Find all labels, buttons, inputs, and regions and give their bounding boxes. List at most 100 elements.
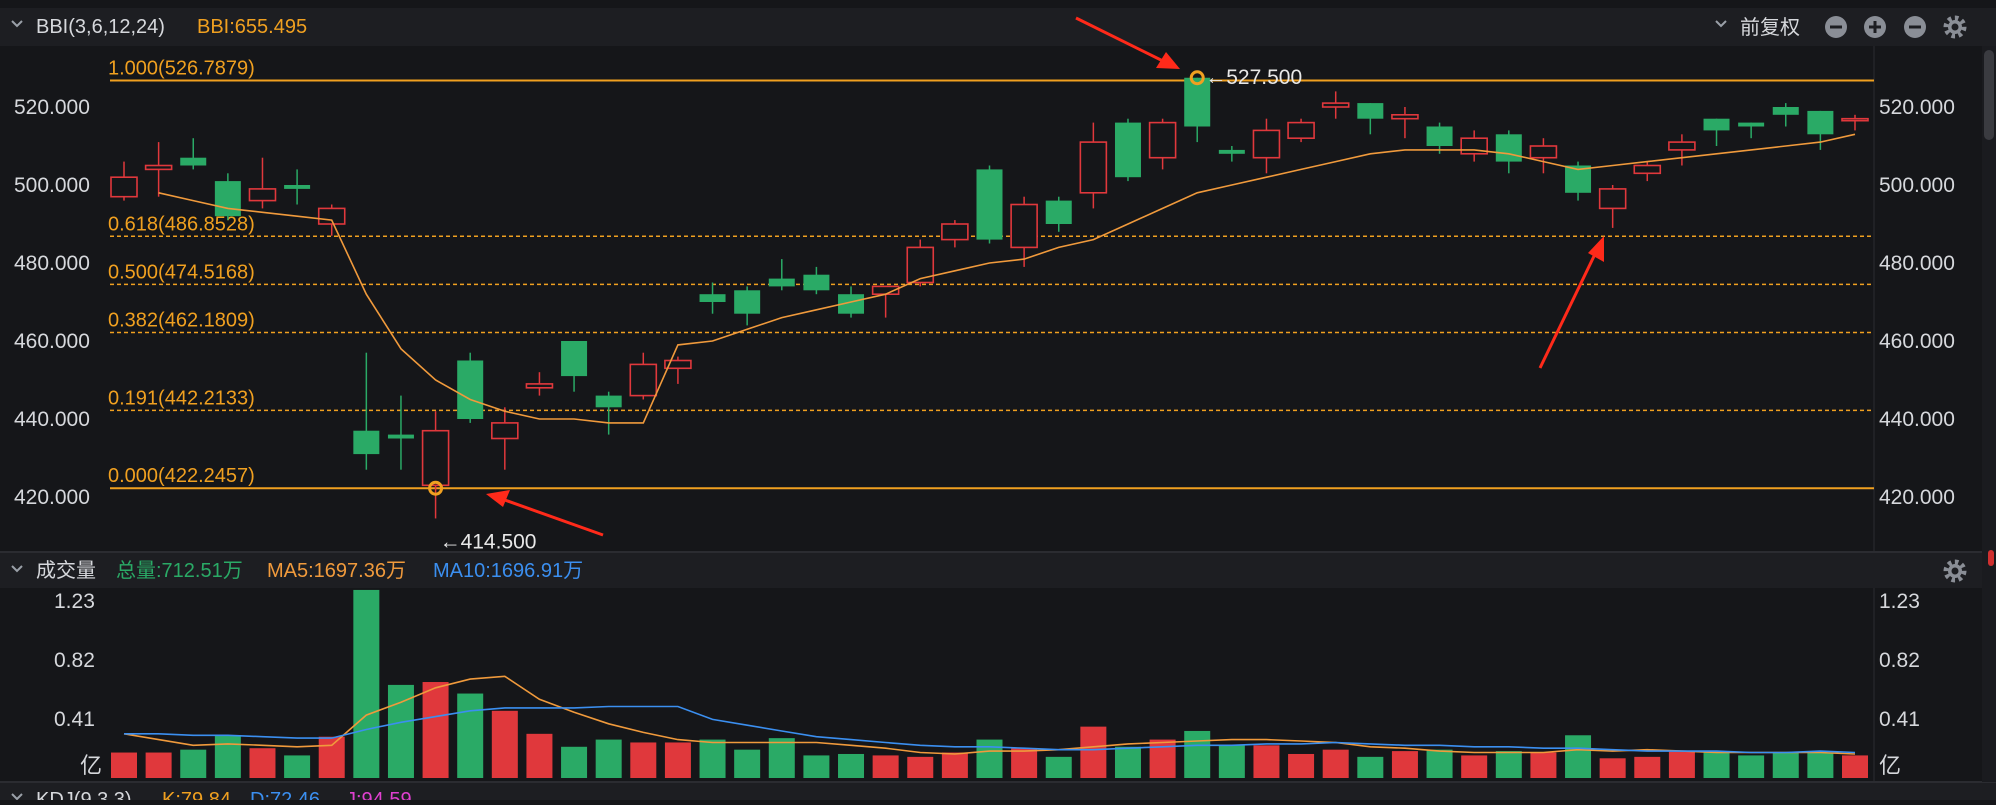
candle[interactable] bbox=[1633, 161, 1662, 182]
volume-bar[interactable] bbox=[284, 755, 311, 778]
candle[interactable] bbox=[1252, 118, 1281, 174]
candle[interactable] bbox=[1841, 114, 1869, 131]
volume-bar[interactable] bbox=[1565, 735, 1592, 778]
volume-bar[interactable] bbox=[1114, 746, 1141, 778]
candle[interactable] bbox=[1148, 118, 1177, 170]
chevron-down-icon[interactable] bbox=[11, 20, 23, 28]
gear-icon[interactable] bbox=[1943, 559, 1967, 583]
volume-bar[interactable] bbox=[111, 752, 137, 778]
candle[interactable] bbox=[1703, 118, 1730, 146]
candle[interactable] bbox=[941, 220, 969, 248]
chevron-down-icon[interactable] bbox=[11, 565, 23, 573]
volume-bar[interactable] bbox=[1322, 749, 1349, 778]
volume-bar[interactable] bbox=[976, 739, 1003, 778]
volume-bar[interactable] bbox=[1218, 745, 1245, 778]
volume-bar[interactable] bbox=[768, 738, 795, 778]
candle[interactable] bbox=[699, 282, 726, 314]
volume-bar[interactable] bbox=[941, 752, 968, 778]
candle[interactable] bbox=[525, 372, 554, 396]
candle[interactable] bbox=[387, 395, 414, 470]
candle[interactable] bbox=[180, 138, 207, 170]
volume-bar[interactable] bbox=[561, 746, 588, 778]
candle[interactable] bbox=[248, 157, 277, 209]
volume-bar[interactable] bbox=[595, 739, 622, 778]
volume-bar[interactable] bbox=[838, 753, 865, 778]
volume-bar[interactable] bbox=[1426, 749, 1453, 778]
candle[interactable] bbox=[1218, 146, 1245, 162]
volume-bar[interactable] bbox=[353, 589, 380, 778]
candle[interactable] bbox=[457, 352, 484, 423]
gear-icon[interactable] bbox=[1943, 15, 1967, 39]
candle[interactable] bbox=[1668, 134, 1696, 166]
candle[interactable] bbox=[768, 259, 795, 291]
volume-bar[interactable] bbox=[457, 693, 484, 778]
volume-bar[interactable] bbox=[699, 739, 726, 778]
candle[interactable] bbox=[734, 286, 761, 326]
volume-bar[interactable] bbox=[1807, 752, 1834, 778]
volume-bar[interactable] bbox=[1288, 753, 1315, 778]
volume-bar[interactable] bbox=[1530, 752, 1557, 778]
volume-bar[interactable] bbox=[318, 736, 345, 778]
candle[interactable] bbox=[110, 161, 138, 201]
volume-bar[interactable] bbox=[422, 682, 449, 778]
scrollbar-track[interactable] bbox=[1982, 46, 1996, 782]
candle[interactable] bbox=[664, 356, 692, 384]
volume-bar[interactable] bbox=[664, 742, 691, 778]
candle[interactable] bbox=[1807, 110, 1834, 150]
candle[interactable] bbox=[1321, 91, 1350, 119]
candle[interactable] bbox=[1495, 130, 1522, 174]
candle[interactable] bbox=[1184, 77, 1211, 143]
volume-bar[interactable] bbox=[1011, 748, 1038, 778]
candle[interactable] bbox=[1287, 118, 1315, 143]
volume-bar[interactable] bbox=[491, 710, 518, 778]
chevron-down-icon[interactable] bbox=[1715, 20, 1727, 28]
candle[interactable] bbox=[976, 165, 1003, 244]
candle[interactable] bbox=[1598, 185, 1627, 228]
scrollbar-thumb[interactable] bbox=[1984, 50, 1994, 140]
volume-bar[interactable] bbox=[1461, 755, 1488, 778]
volume-bar[interactable] bbox=[1703, 751, 1730, 778]
candle[interactable] bbox=[1357, 103, 1384, 135]
volume-bar[interactable] bbox=[1391, 751, 1418, 778]
volume-bar[interactable] bbox=[1772, 752, 1799, 778]
adjust-mode-label[interactable]: 前复权 bbox=[1740, 16, 1800, 39]
candle[interactable] bbox=[629, 352, 658, 400]
candle[interactable] bbox=[144, 142, 173, 197]
candle[interactable] bbox=[1738, 122, 1765, 139]
volume-bar[interactable] bbox=[387, 684, 414, 778]
volume-bar[interactable] bbox=[803, 755, 830, 778]
zoom-out-icon[interactable] bbox=[1825, 16, 1847, 38]
chevron-down-icon[interactable] bbox=[11, 793, 23, 801]
candle[interactable] bbox=[214, 173, 241, 221]
volume-bar[interactable] bbox=[734, 749, 761, 778]
candle[interactable] bbox=[1010, 196, 1038, 267]
candle[interactable] bbox=[491, 407, 519, 470]
zoom-in-icon[interactable] bbox=[1864, 16, 1886, 38]
volume-bar[interactable] bbox=[1149, 739, 1176, 778]
candle[interactable] bbox=[1045, 196, 1072, 232]
volume-bar[interactable] bbox=[1634, 756, 1661, 778]
volume-bar[interactable] bbox=[249, 748, 276, 778]
candle[interactable] bbox=[595, 391, 622, 435]
candle[interactable] bbox=[284, 169, 311, 205]
candle[interactable] bbox=[1391, 107, 1419, 139]
candle[interactable] bbox=[1114, 118, 1141, 182]
volume-bar[interactable] bbox=[1495, 751, 1522, 778]
volume-bar[interactable] bbox=[1045, 756, 1072, 778]
candle[interactable] bbox=[561, 341, 588, 392]
volume-bar[interactable] bbox=[1668, 751, 1695, 778]
volume-bar[interactable] bbox=[1357, 756, 1384, 778]
volume-bar[interactable] bbox=[1738, 755, 1765, 778]
volume-bar[interactable] bbox=[1842, 755, 1868, 778]
volume-bar[interactable] bbox=[526, 733, 553, 778]
volume-bar[interactable] bbox=[907, 756, 934, 778]
candle[interactable] bbox=[803, 266, 830, 295]
volume-bar[interactable] bbox=[1080, 726, 1107, 778]
volume-bar[interactable] bbox=[630, 742, 657, 778]
volume-bar[interactable] bbox=[872, 755, 899, 778]
collapse-panel-icon[interactable] bbox=[1904, 16, 1926, 38]
volume-bar[interactable] bbox=[1599, 758, 1626, 778]
candle[interactable] bbox=[1079, 122, 1108, 209]
candle[interactable] bbox=[353, 352, 380, 470]
volume-bar[interactable] bbox=[1253, 745, 1280, 778]
